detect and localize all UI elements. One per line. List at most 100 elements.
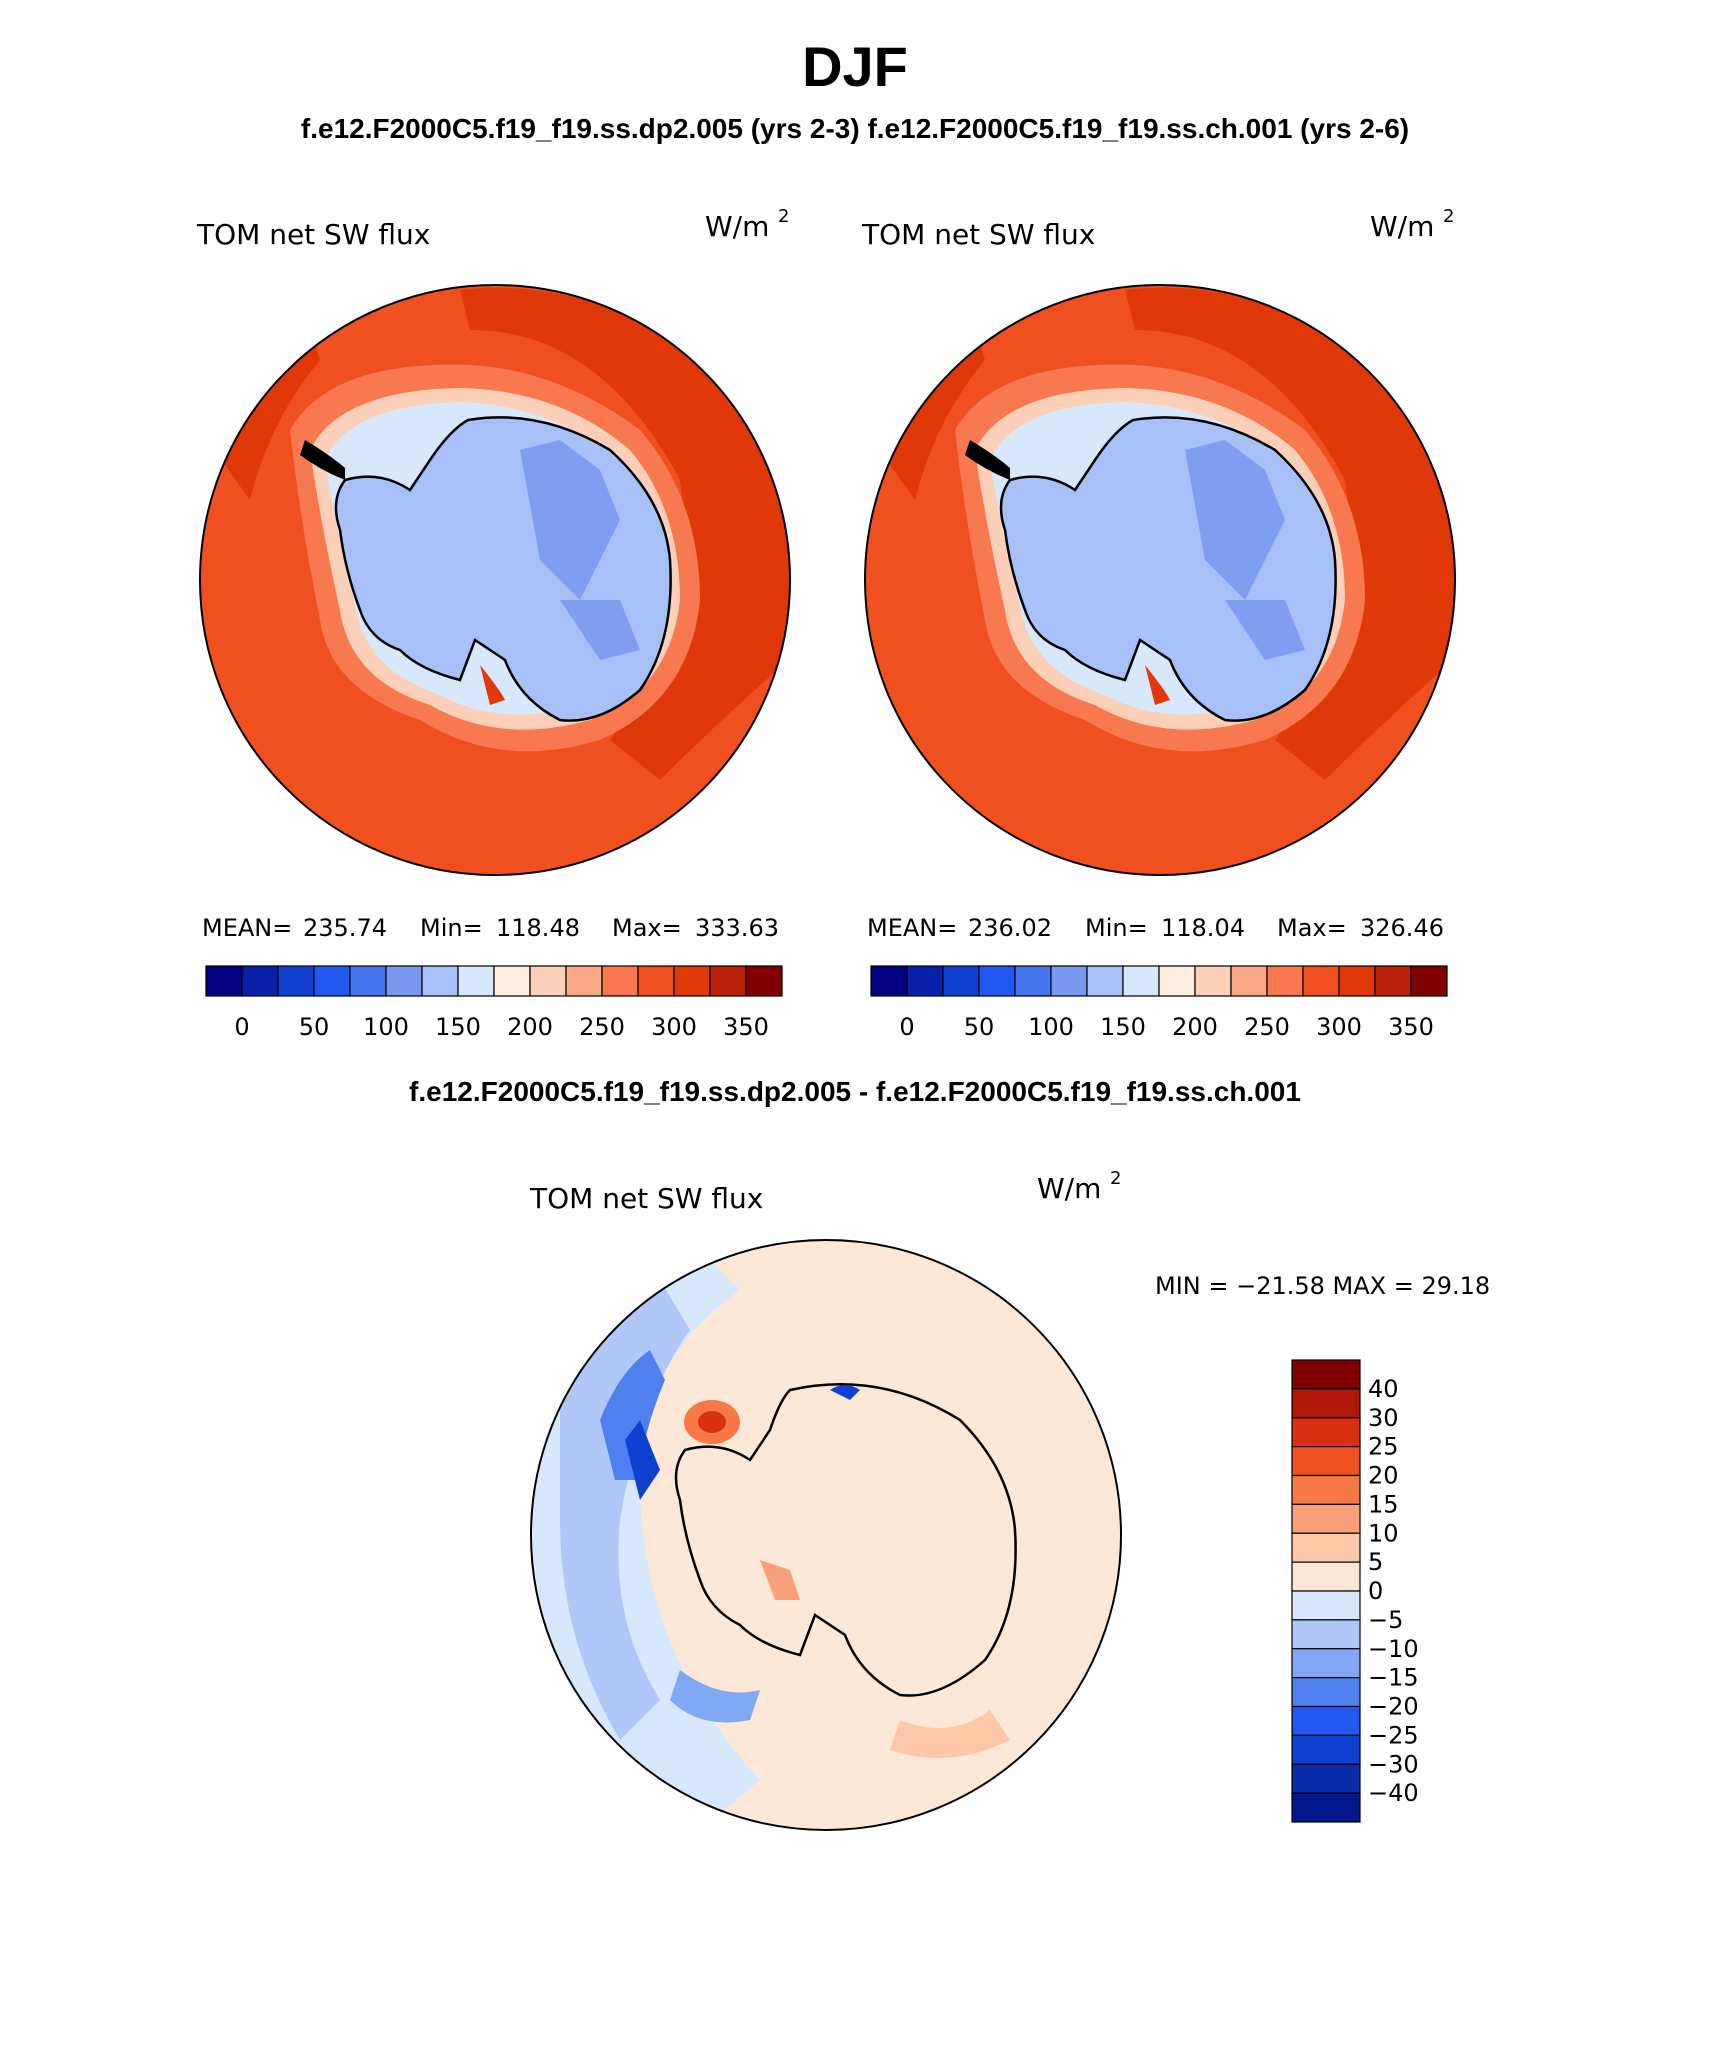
panel-diff-units-exponent: 2 [1110,1168,1121,1189]
colorbar-bin [978,965,1016,997]
plateau-streaks-left [520,440,640,660]
colorbar-bin [1291,1474,1361,1505]
map-left-border [199,284,791,876]
figure-subtitle: f.e12.F2000C5.f19_f19.ss.dp2.005 (yrs 2-… [300,113,1410,144]
diff-coast-neg [830,1385,860,1400]
colorbar-bin [421,965,459,997]
colorbar-level-label: −20 [1368,1693,1419,1721]
panel-difference: TOM net SW flux W/m 2 MIN = −21.58 MAX =… [529,1168,1490,1831]
colorbar-bin [1158,965,1196,997]
colorbar-tick-label: 350 [723,1013,769,1041]
colorbar-right: 0 50 100 150 200 250 300 350 [870,965,1448,1041]
colorbar-bin [1266,965,1304,997]
colorbar-bin [1230,965,1268,997]
colorbar-left: 0 50 100 150 200 250 300 350 [205,965,783,1041]
colorbar-bin [1410,965,1448,997]
map-diff-border [530,1239,1122,1831]
diff-pos-south [890,1710,1010,1758]
stats-right-min-value: 118.04 [1161,914,1245,942]
colorbar-bin [1291,1503,1361,1534]
panel-right-units: W/m [1370,210,1434,243]
colorbar-bin [241,965,279,997]
colorbar-level-label: −15 [1368,1664,1419,1692]
plateau-streaks-right [1185,440,1305,660]
colorbar-bin [1291,1417,1361,1448]
colorbar-level-label: 10 [1368,1519,1399,1547]
colorbar-bin [870,965,908,997]
stats-left-max-label: Max= [612,914,682,942]
colorbar-level-label: 40 [1368,1375,1399,1403]
diff-neg-strong [600,1350,665,1480]
difference-title: f.e12.F2000C5.f19_f19.ss.dp2.005 - f.e12… [409,1076,1301,1107]
colorbar-bin [1291,1734,1361,1765]
diff-minmax: MIN = −21.58 MAX = 29.18 [1155,1272,1490,1300]
stats-right-max-label: Max= [1277,914,1347,942]
map-right-border [864,284,1456,876]
peninsula-left [300,440,345,480]
colorbar-bin [493,965,531,997]
colorbar-level-label: −30 [1368,1750,1419,1778]
colorbar-bin [906,965,944,997]
colorbar-bin [745,965,783,997]
colorbar-level-label: 20 [1368,1462,1399,1490]
panel-diff-units: W/m [1037,1172,1101,1205]
stats-right-max-value: 326.46 [1360,914,1444,942]
colorbar-bin [942,965,980,997]
colorbar-bin [529,965,567,997]
colorbar-bin [313,965,351,997]
colorbar-bin [601,965,639,997]
colorbar-bin [1291,1619,1361,1650]
map-left-field [200,285,790,875]
colorbar-bin [1338,965,1376,997]
colorbar-tick-label: 100 [1028,1013,1074,1041]
peninsula-right [965,440,1010,480]
colorbar-bin [1291,1561,1361,1592]
colorbar-bin [1291,1388,1361,1419]
colorbar-bin [205,965,243,997]
colorbar-bin [1374,965,1412,997]
colorbar-bin [1291,1677,1361,1708]
colorbar-tick-label: 100 [363,1013,409,1041]
diff-ross-pos [760,1560,800,1600]
panel-left-units-exponent: 2 [778,206,789,227]
colorbar-bin [1291,1792,1361,1823]
colorbar-bin [637,965,675,997]
stats-right-min-label: Min= [1085,914,1148,942]
colorbar-tick-label: 250 [1244,1013,1290,1041]
diff-antarctica-coastline [674,1383,1017,1697]
colorbar-level-label: −5 [1368,1606,1403,1634]
colorbar-bin [1302,965,1340,997]
colorbar-level-label: 30 [1368,1404,1399,1432]
colorbar-level-label: 15 [1368,1490,1399,1518]
panel-top-left: TOM net SW flux W/m 2 MEAN= 235.74 Min= … [196,206,791,1041]
colorbar-bin [1050,965,1088,997]
colorbar-tick-label: 50 [964,1013,995,1041]
colorbar-level-label: −10 [1368,1635,1419,1663]
panel-left-units: W/m [705,210,769,243]
colorbar-tick-label: 300 [1316,1013,1362,1041]
panel-left-title: TOM net SW flux [196,218,430,251]
colorbar-bin [1122,965,1160,997]
colorbar-bin [277,965,315,997]
diff-neg-mid [560,1280,690,1740]
colorbar-level-label: −25 [1368,1721,1419,1749]
diff-weddell-core [698,1411,726,1433]
colorbar-tick-label: 350 [1388,1013,1434,1041]
colorbar-bin [1291,1648,1361,1679]
ocean-max-band-right [1125,287,1455,780]
colorbar-tick-label: 150 [1100,1013,1146,1041]
colorbar-bin [1086,965,1124,997]
colorbar-level-label: 5 [1368,1548,1383,1576]
map-right-field [865,285,1455,875]
colorbar-bin [385,965,423,997]
colorbar-bin [1291,1590,1361,1621]
stats-right-mean-value: 236.02 [968,914,1052,942]
colorbar-tick-label: 0 [234,1013,249,1041]
colorbar-level-label: −40 [1368,1779,1419,1807]
map-diff-field [531,1240,1121,1830]
colorbar-bin [1014,965,1052,997]
stats-left: MEAN= 235.74 Min= 118.48 Max= 333.63 [202,914,779,942]
panel-top-right: TOM net SW flux W/m 2 MEAN= 236.02 Min= … [861,206,1456,1041]
stats-right: MEAN= 236.02 Min= 118.04 Max= 326.46 [867,914,1444,942]
